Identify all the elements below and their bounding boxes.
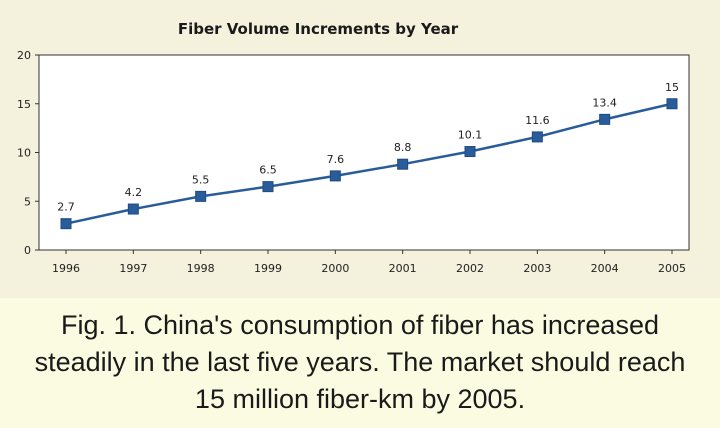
chart-panel: Fiber Volume Increments by Year 0 5 10 15 20… <box>0 0 720 298</box>
y-axis: 0 5 10 15 20 <box>17 49 39 257</box>
data-point <box>666 98 678 110</box>
x-tick-label: 1999 <box>254 262 282 275</box>
y-tick-label: 20 <box>17 49 31 62</box>
data-label: 8.8 <box>394 141 412 154</box>
data-label: 7.6 <box>327 153 345 166</box>
data-point <box>531 131 543 143</box>
x-tick-label: 1997 <box>119 262 147 275</box>
x-tick-label: 2000 <box>321 262 349 275</box>
data-label: 13.4 <box>592 96 617 109</box>
data-point <box>464 146 476 158</box>
data-label: 15 <box>665 81 679 94</box>
y-tick-label: 10 <box>17 147 31 160</box>
caption-line-2: steadily in the last five years. The mar… <box>34 347 686 377</box>
y-tick-label: 5 <box>24 195 31 208</box>
data-label: 5.5 <box>192 173 210 186</box>
caption-line-1: Fig. 1. China's consumption of fiber has… <box>61 310 659 340</box>
plot-area <box>38 54 690 251</box>
x-tick-label: 2001 <box>389 262 417 275</box>
data-point <box>195 190 207 202</box>
data-point <box>127 203 139 215</box>
data-label: 2.7 <box>57 201 75 214</box>
y-tick-label: 0 <box>24 244 31 257</box>
x-tick-label: 2004 <box>591 262 619 275</box>
data-point <box>397 158 409 170</box>
x-tick-label: 2003 <box>523 262 551 275</box>
caption-line-3: 15 million fiber-km by 2005. <box>194 384 526 414</box>
x-tick-label: 2002 <box>456 262 484 275</box>
data-point <box>329 170 341 182</box>
data-point <box>262 181 274 193</box>
x-tick-label: 1998 <box>187 262 215 275</box>
line-chart: Fiber Volume Increments by Year 0 5 10 15 20… <box>17 20 690 275</box>
data-point <box>599 113 611 125</box>
series-line <box>65 102 673 225</box>
x-tick-label: 1996 <box>52 262 80 275</box>
data-point <box>60 218 72 230</box>
x-tick-label: 2005 <box>658 262 686 275</box>
y-tick-label: 15 <box>17 98 31 111</box>
data-label: 4.2 <box>125 186 143 199</box>
x-axis: 1996 1997 1998 1999 2000 2001 2002 2003 2004 2005 <box>52 250 686 275</box>
series-layer: 2.7 4.2 5.5 6.5 7.6 8.8 10.1 11.6 13.4 15 <box>57 81 679 230</box>
data-label: 10.1 <box>458 129 483 142</box>
chart-title: Fiber Volume Increments by Year <box>178 20 459 38</box>
figure-caption: Fig. 1. China's consumption of fiber has… <box>0 298 720 428</box>
data-label: 11.6 <box>525 114 550 127</box>
data-label: 6.5 <box>259 164 277 177</box>
